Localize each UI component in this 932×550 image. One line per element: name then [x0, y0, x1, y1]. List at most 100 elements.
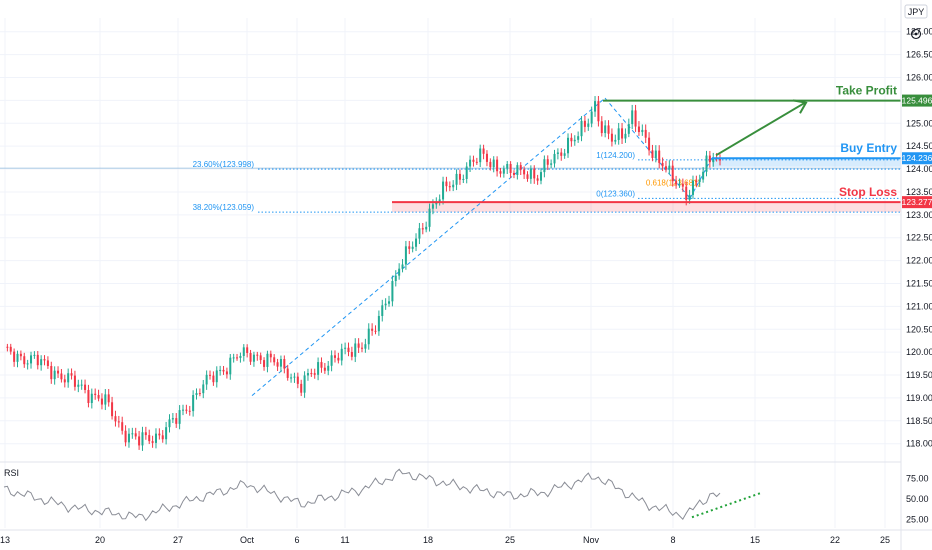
candle-body [712, 157, 715, 163]
candle-body [465, 166, 468, 179]
candle-body [394, 275, 397, 282]
price-axis[interactable]: 118.000 118.500 119.000 119.500 120.000 120.5… [900, 0, 932, 550]
candle-body [705, 155, 708, 172]
candle-body [141, 432, 144, 446]
candle-body [462, 178, 465, 180]
candle-body [286, 368, 289, 378]
candle-body [104, 394, 107, 405]
candle-body [171, 418, 174, 420]
candle-body [567, 137, 570, 154]
candle-body [560, 152, 563, 156]
candle-body [87, 389, 90, 404]
candle-body [33, 354, 36, 356]
stop-loss-tag [902, 196, 932, 209]
candle-body [317, 362, 320, 375]
candle-body [43, 359, 46, 361]
candle-body [411, 246, 414, 249]
candle-body [188, 410, 191, 412]
time-axis[interactable]: 13 20 27 Oct 6 11 18 25 Nov 8 15 22 25 [0, 529, 932, 545]
price-tick: 119.500 [906, 370, 932, 380]
candle-body [73, 375, 76, 387]
fib-label-1: 1(124.200) [596, 151, 635, 160]
candle-body [181, 409, 185, 411]
price-tick: 126.000 [906, 73, 932, 83]
candle-body [425, 226, 428, 230]
settings-icon[interactable] [910, 28, 922, 40]
time-tick: 15 [750, 535, 760, 545]
candle-body [685, 186, 688, 201]
candle-body [658, 150, 661, 163]
candle-body [19, 353, 22, 357]
candle-body [374, 330, 377, 332]
buy-entry-tag-text: 124.236 [902, 153, 932, 163]
candle-body [344, 347, 347, 349]
candle-body [185, 409, 188, 411]
candle-body [546, 159, 549, 165]
candle-body [215, 370, 218, 383]
candle-body [401, 264, 404, 269]
price-tick: 120.500 [906, 324, 932, 334]
candle-body [205, 374, 208, 385]
candle-body [60, 373, 63, 380]
candle-body [347, 347, 350, 352]
candle-body [57, 370, 60, 374]
candle-body [472, 159, 475, 162]
candle-body [489, 161, 492, 168]
candle-body [573, 139, 576, 142]
candle-body [100, 398, 103, 405]
candle-body [269, 353, 272, 358]
candle-body [124, 430, 127, 443]
candle-body [9, 346, 12, 352]
candle-body [610, 133, 613, 142]
candle-body [485, 153, 488, 162]
candle-body [293, 376, 296, 378]
candle-body [232, 357, 235, 359]
candle-body [209, 374, 212, 376]
take-profit-tag-text: 125.496 [902, 96, 932, 106]
candle-body [577, 136, 580, 140]
time-tick: 13 [0, 535, 10, 545]
candle-body [198, 393, 201, 395]
candle-body [40, 359, 43, 366]
candle-body [320, 362, 323, 368]
price-tick: 123.000 [906, 210, 932, 220]
candle-body [536, 178, 539, 181]
price-tick: 124.000 [906, 164, 932, 174]
candle-body [97, 395, 100, 399]
candle-body [70, 373, 73, 376]
rsi-label: RSI [4, 468, 19, 478]
candle-body [587, 123, 590, 127]
candle-body [360, 347, 364, 349]
candle-body [246, 347, 249, 353]
candle-body [121, 422, 124, 431]
candle-body [46, 360, 49, 366]
candle-body [340, 348, 343, 361]
take-profit-label: Take Profit [836, 84, 897, 98]
candle-body [634, 110, 637, 127]
candle-body [23, 356, 26, 365]
candle-body [583, 120, 586, 127]
candle-body [529, 168, 532, 179]
candle-body [391, 281, 394, 302]
candle-body [570, 137, 573, 142]
candle-body [678, 183, 681, 185]
candle-body [553, 153, 556, 164]
candle-body [492, 159, 495, 168]
candle-body [195, 393, 198, 396]
price-tick: 119.000 [906, 393, 932, 403]
candle-body [222, 369, 225, 372]
candle-body [654, 150, 657, 158]
candle-body [718, 158, 722, 161]
stop-loss-tag-text: 123.277 [902, 197, 932, 207]
price-tick: 118.000 [906, 439, 932, 449]
candle-body [398, 268, 401, 276]
candle-body [431, 204, 434, 209]
candle-body [533, 168, 536, 179]
trade-zones [392, 158, 901, 213]
rsi-axis[interactable]: 25.00 50.00 75.00 [906, 473, 929, 524]
fib-label-38: 38.20%(123.059) [193, 203, 255, 212]
candle-body [479, 148, 482, 163]
candle-body [219, 369, 222, 371]
fibonacci-levels: 23.60%(123.998) 38.20%(123.059) 1(124.200)… [0, 97, 901, 397]
